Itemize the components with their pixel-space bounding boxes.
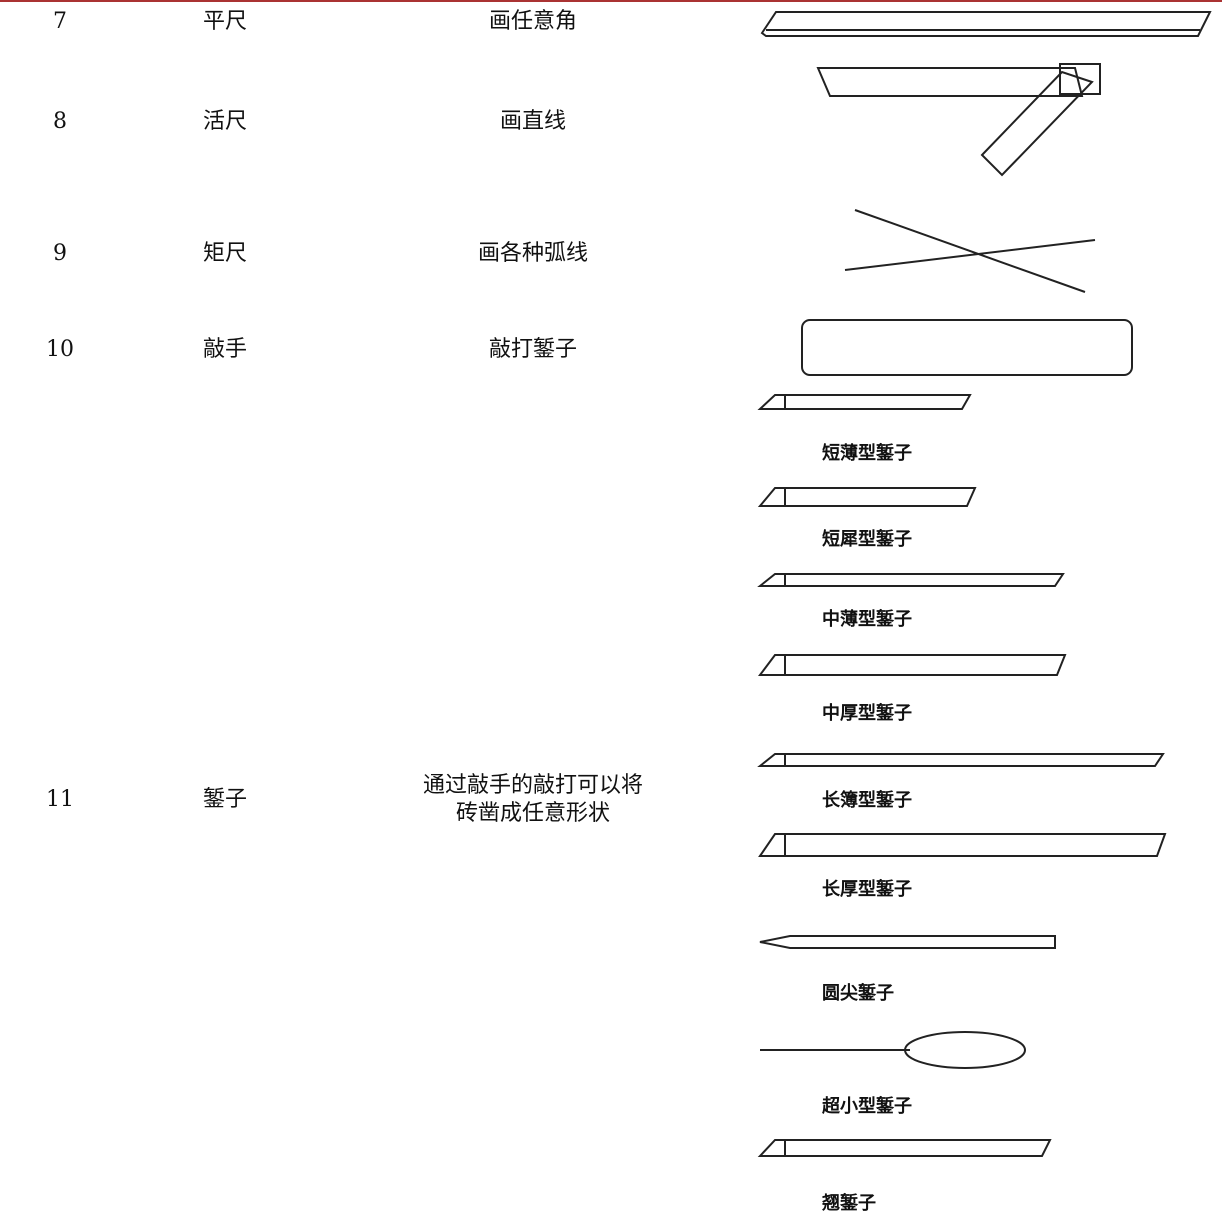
tool-use: 画任意角 [488,9,578,34]
flat-ruler [760,11,1212,37]
bevel-blade [816,67,1084,97]
chisel-drawing [757,487,977,507]
chisel-drawing [757,753,1165,767]
chisel-drawing [757,1139,1052,1157]
row-number: 11 [46,787,74,812]
tool-use: 画各种弧线 [477,241,589,266]
chisel-label: 圆尖錾子 [822,983,894,1004]
chisel-label: 中薄型錾子 [822,609,912,630]
row-number: 8 [53,109,67,134]
sticks-b [844,239,1096,271]
chisel-drawing [758,654,1067,676]
bevel-handle [980,70,1094,177]
tool-name: 活尺 [202,109,248,134]
chisel-label: 翘錾子 [822,1193,876,1214]
chisel-label: 长厚型錾子 [822,879,912,900]
tool-use: 敲打錾子 [488,337,578,362]
bevel-pivot [1059,63,1101,95]
row-number: 7 [53,9,67,34]
chisel-label: 超小型錾子 [822,1096,912,1117]
chisel-drawing [757,573,1065,587]
chisel-label: 中厚型錾子 [822,703,912,724]
chisel-drawing [758,833,1167,857]
tool-name: 錾子 [202,787,248,812]
chisel-label: 短犀型錾子 [822,529,912,550]
chisel-label: 长簿型錾子 [822,790,912,811]
tool-name: 敲手 [202,337,248,362]
tool-name: 矩尺 [202,241,248,266]
row-number: 9 [53,241,67,266]
tool-use: 砖凿成任意形状 [455,801,611,826]
tool-use: 通过敲手的敲打可以将 [422,773,644,798]
chisel-drawing [904,1031,1026,1069]
chisel-drawing [757,394,972,410]
chisel-label: 短薄型錾子 [822,443,912,464]
sticks-a [854,209,1086,293]
tool-use: 画直线 [499,109,567,134]
chisel-drawings [757,394,1167,1157]
tool-name: 平尺 [202,9,248,34]
chisel-drawing [759,935,1056,949]
brick-hammer [801,319,1133,376]
row-number: 10 [46,337,74,362]
